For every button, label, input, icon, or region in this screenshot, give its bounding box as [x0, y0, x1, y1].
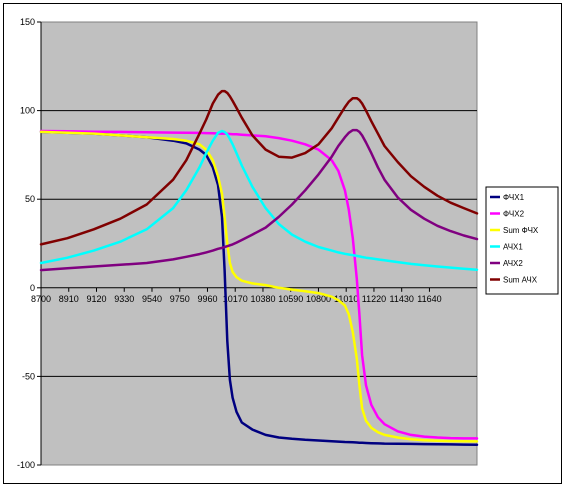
x-tick-label: 9540 [142, 294, 162, 304]
x-tick-label: 9960 [197, 294, 217, 304]
x-tick-label: 11010 [334, 294, 358, 304]
series-line-4 [39, 129, 479, 271]
x-tick-label: 9330 [114, 294, 134, 304]
x-tick-label: 8910 [59, 294, 79, 304]
y-tick-label: -100 [17, 460, 35, 470]
legend-label: АЧХ1 [503, 243, 523, 252]
series-line-3 [39, 130, 479, 443]
legend-label: Sum АЧХ [503, 276, 538, 285]
x-tick-label: 9120 [86, 294, 106, 304]
series-line-1 [39, 130, 479, 447]
legend-label: ФЧХ2 [503, 210, 525, 219]
series-line-5 [39, 128, 479, 272]
legend: ФЧХ1 ФЧХ2 Sum ФЧХ АЧХ1 АЧХ2 Sum АЧХ [485, 186, 559, 295]
x-tick-label: 9750 [170, 294, 190, 304]
x-tick-label: 11640 [417, 294, 441, 304]
y-tick-label: 0 [30, 283, 35, 293]
legend-label: ФЧХ1 [503, 193, 525, 202]
y-tick-label: 50 [25, 194, 35, 204]
y-tick-label: -50 [22, 371, 35, 381]
legend-label: Sum ФЧХ [503, 226, 539, 235]
x-tick-label: 11220 [362, 294, 386, 304]
x-tick-label: 10170 [223, 294, 248, 304]
series-lines [39, 89, 479, 447]
legend-label: АЧХ2 [503, 259, 523, 268]
x-tick-label: 8700 [31, 294, 51, 304]
x-tick-label: 11430 [390, 294, 414, 304]
plot-area [40, 21, 478, 466]
x-tick-label: 10800 [306, 294, 331, 304]
series-line-6 [39, 89, 479, 246]
y-tick-labels: 150 100 50 0 -50 -100 [17, 17, 41, 470]
legend-box [485, 186, 559, 295]
x-tick-label: 10590 [278, 294, 303, 304]
x-tick-label: 10380 [250, 294, 275, 304]
x-tick-labels: 8700 8910 9120 9330 9540 9750 9960 10170 10380 10… [31, 287, 442, 304]
y-tick-label: 150 [20, 17, 35, 27]
y-tick-label: 100 [20, 106, 35, 116]
